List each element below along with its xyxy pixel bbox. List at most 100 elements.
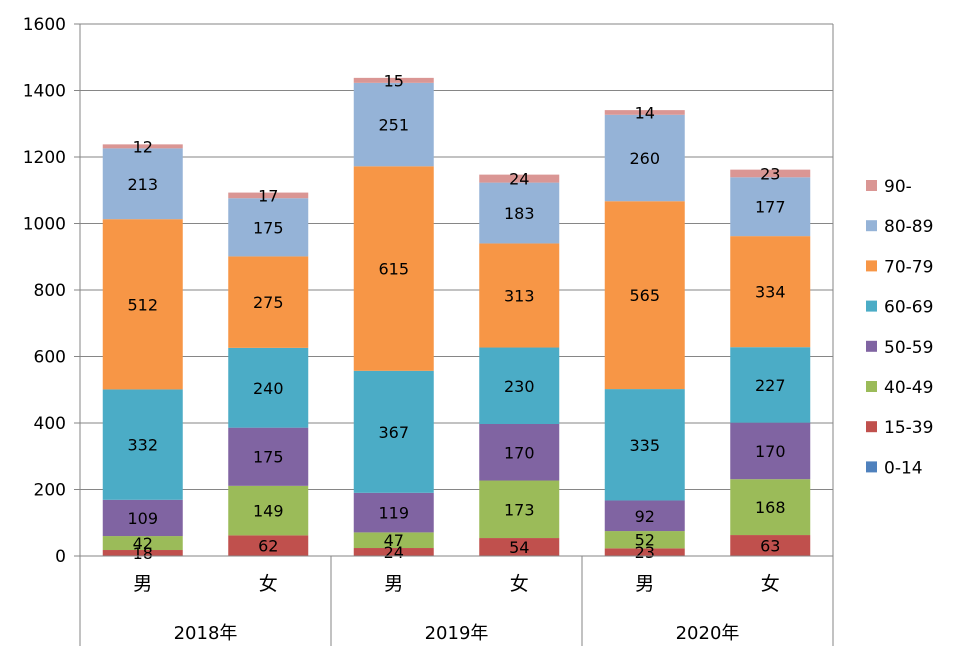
bar-segment (353, 166, 434, 371)
x-category-label: 女 (761, 573, 780, 595)
legend: 90- 80-89 70-79 60-69 50-59 40-49 15-39 0-14 (866, 177, 933, 478)
bar-segment (102, 219, 183, 390)
bar-segment (228, 198, 309, 257)
data-label: 260 (629, 149, 660, 168)
y-tick-label: 800 (34, 281, 66, 301)
bar-segment (730, 422, 811, 480)
data-label: 175 (253, 448, 284, 467)
x-group-label: 2020年 (676, 623, 740, 644)
x-category-label: 男 (635, 573, 654, 595)
x-category-label: 男 (384, 573, 403, 595)
data-label: 230 (504, 377, 535, 396)
bar-segment (479, 182, 560, 244)
data-label: 63 (760, 537, 780, 556)
data-label: 170 (755, 442, 786, 461)
data-label: 92 (635, 507, 655, 526)
bar-segment (730, 169, 811, 178)
data-label: 149 (253, 502, 284, 521)
data-label: 24 (384, 543, 404, 562)
bar-segment (604, 548, 685, 556)
bar-segment (730, 236, 811, 348)
data-label: 62 (258, 537, 278, 556)
data-label: 183 (504, 204, 535, 223)
legend-swatch (866, 421, 877, 433)
bar-segment (479, 243, 560, 348)
bar-segment (228, 192, 309, 199)
legend-label: 70-79 (884, 257, 933, 277)
data-label: 109 (127, 509, 158, 528)
bar-segment (102, 536, 183, 551)
bar-segment (604, 114, 685, 202)
x-group-label: 2018年 (174, 623, 238, 644)
x-category-label: 女 (510, 573, 529, 595)
bar-segment (604, 389, 685, 501)
bar-segment (730, 347, 811, 423)
bar-segment (604, 531, 685, 549)
legend-label: 80-89 (884, 217, 933, 237)
legend-swatch (866, 381, 877, 392)
bar-segment (102, 389, 183, 500)
data-label: 23 (760, 164, 780, 183)
bar-segment (353, 82, 434, 167)
data-label: 175 (253, 218, 284, 237)
data-labels: 1842109332512213126214917524027517517244… (127, 71, 785, 563)
data-label: 173 (504, 500, 535, 519)
y-tick-label: 1000 (23, 215, 66, 235)
data-label: 213 (127, 175, 158, 194)
data-label: 313 (504, 286, 535, 305)
bar-segment (479, 347, 560, 424)
legend-label: 60-69 (884, 298, 933, 318)
bar-segment (228, 347, 309, 428)
data-label: 52 (635, 531, 655, 550)
data-label: 251 (378, 116, 409, 135)
data-label: 177 (755, 198, 786, 217)
legend-label: 50-59 (884, 338, 933, 358)
x-group-label: 2019年 (425, 623, 489, 644)
bar-segment (228, 256, 309, 348)
legend-swatch (866, 180, 877, 191)
data-label: 168 (755, 498, 786, 517)
gridlines (80, 23, 833, 490)
data-label: 47 (384, 531, 404, 550)
bar-segment (102, 499, 183, 537)
y-tick-label: 0 (55, 547, 66, 567)
data-label: 42 (133, 534, 153, 553)
bar-segment (730, 479, 811, 536)
data-label: 335 (629, 436, 660, 455)
legend-label: 40-49 (884, 378, 933, 398)
data-label: 367 (378, 423, 409, 442)
legend-swatch (866, 260, 877, 272)
data-label: 18 (133, 544, 153, 563)
legend-swatch (866, 340, 877, 352)
data-label: 54 (509, 538, 529, 557)
bar-segment (353, 77, 434, 83)
y-tick-label: 1600 (23, 15, 66, 35)
bar-segment (353, 370, 434, 493)
legend-label: 0-14 (884, 458, 923, 478)
data-label: 275 (253, 293, 284, 312)
data-label: 14 (635, 103, 655, 122)
bar-segment (730, 535, 811, 556)
bar-stacks (102, 77, 811, 556)
data-label: 512 (127, 295, 158, 314)
bar-segment (102, 550, 183, 556)
bar-segment (479, 174, 560, 183)
bar-segment (353, 532, 434, 549)
legend-swatch (866, 461, 877, 473)
x-category-label: 男 (133, 573, 152, 595)
data-label: 227 (755, 376, 786, 395)
legend-label: 15-39 (884, 418, 933, 438)
bar-segment (353, 548, 434, 556)
data-label: 170 (504, 443, 535, 462)
bar-segment (102, 148, 183, 220)
data-label: 23 (635, 543, 655, 562)
bar-segment (479, 423, 560, 481)
bar-segment (102, 144, 183, 149)
y-tick-label: 1200 (23, 148, 66, 168)
bar-segment (228, 535, 309, 556)
data-label: 332 (127, 436, 158, 455)
bar-segment (479, 538, 560, 556)
data-label: 119 (378, 504, 409, 523)
y-tick-label: 1400 (23, 82, 66, 102)
